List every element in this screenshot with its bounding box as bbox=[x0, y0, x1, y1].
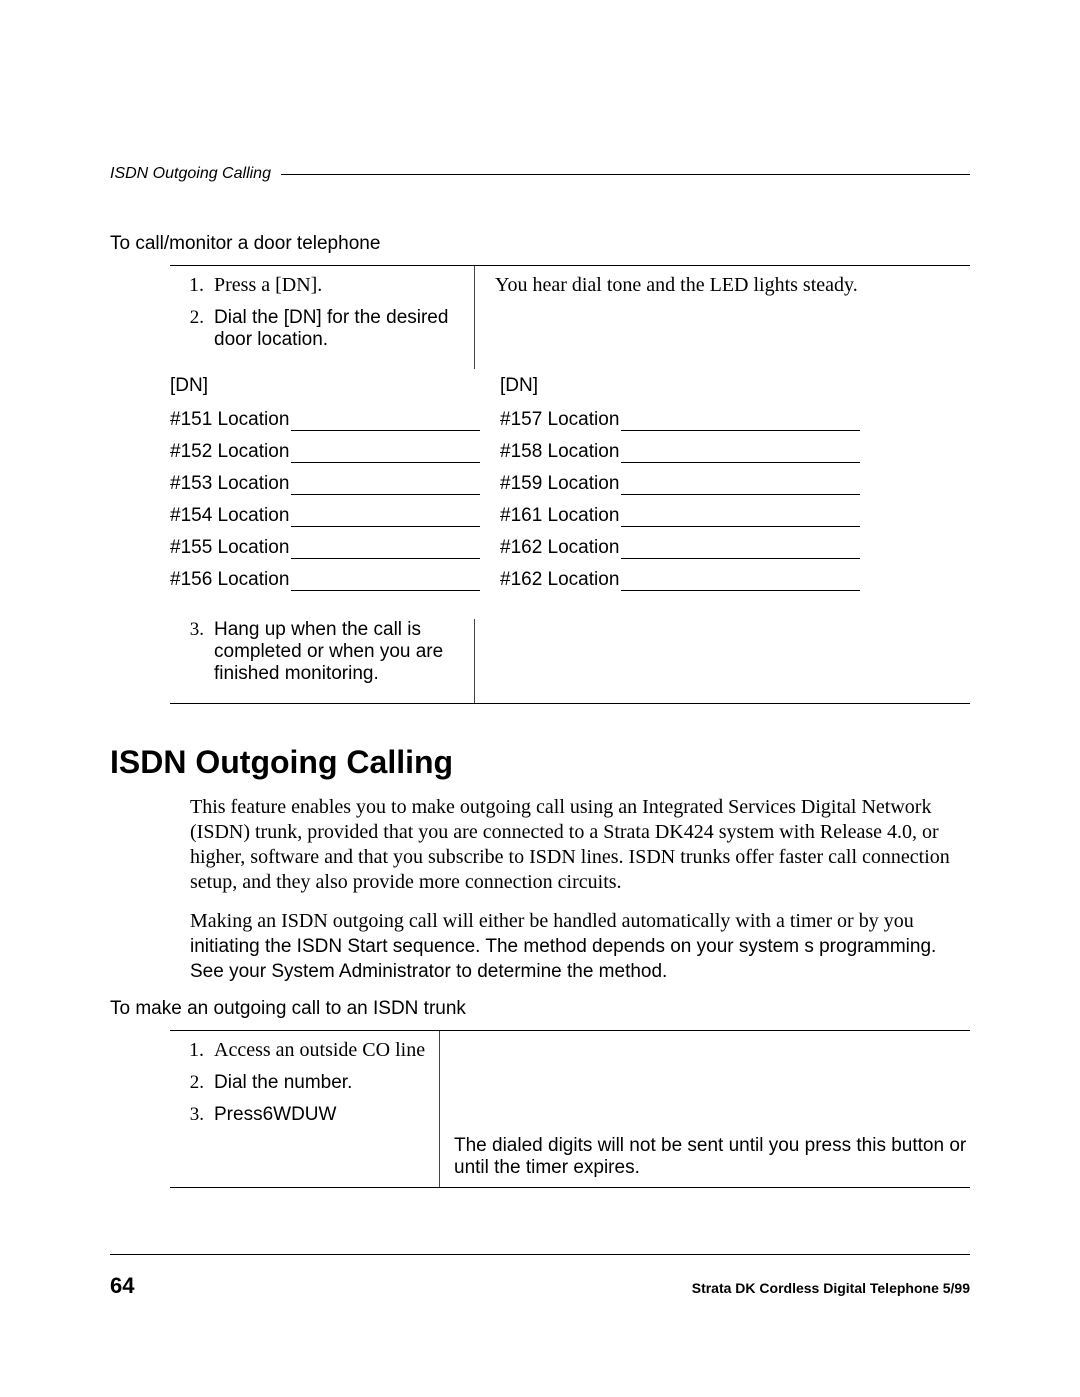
door-step-1-response: You hear dial tone and the LED lights st… bbox=[495, 274, 858, 296]
step-number: 1. bbox=[170, 1039, 214, 1062]
isdn-table-bottom-rule bbox=[170, 1187, 970, 1188]
door-steps-row: 1. Press a [DN]. 2. Dial the [DN] for th… bbox=[170, 266, 970, 369]
step-number: 2. bbox=[170, 307, 214, 351]
dn-label: #154 Location bbox=[170, 505, 289, 527]
isdn-right: The dialed digits will not be sent until… bbox=[440, 1031, 970, 1187]
dn-row: #155 Location bbox=[170, 537, 480, 559]
door-step-1: 1. Press a [DN]. bbox=[170, 274, 466, 297]
dn-blank bbox=[621, 478, 860, 495]
dn-label: #162 Location bbox=[500, 537, 619, 559]
isdn-step-2: 2. Dial the number. bbox=[170, 1072, 431, 1094]
dn-row: #152 Location bbox=[170, 441, 480, 463]
dn-head-left: [DN] bbox=[170, 375, 480, 397]
isdn-row-1: 1. Access an outside CO line 2. Dial the… bbox=[170, 1031, 970, 1187]
dn-blank bbox=[291, 574, 480, 591]
dn-row: #157 Location bbox=[500, 409, 860, 431]
step-number: 3. bbox=[170, 619, 214, 685]
dn-blank bbox=[621, 574, 860, 591]
dn-head-right: [DN] bbox=[500, 375, 860, 397]
step-text: Press a [DN]. bbox=[214, 274, 466, 297]
dn-label: #161 Location bbox=[500, 505, 619, 527]
dn-blank bbox=[621, 446, 860, 463]
dn-blank bbox=[621, 510, 860, 527]
step-number: 2. bbox=[170, 1072, 214, 1094]
dn-blank bbox=[291, 446, 480, 463]
isdn-step-1: 1. Access an outside CO line bbox=[170, 1039, 431, 1062]
footer: 64 Strata DK Cordless Digital Telephone … bbox=[110, 1254, 970, 1299]
door-step-2: 2. Dial the [DN] for the desired door lo… bbox=[170, 307, 466, 351]
door-steps-right: You hear dial tone and the LED lights st… bbox=[475, 266, 970, 369]
dn-label: #151 Location bbox=[170, 409, 289, 431]
dn-row: #162 Location bbox=[500, 537, 860, 559]
footer-right-text: Strata DK Cordless Digital Telephone 5/9… bbox=[692, 1280, 970, 1296]
running-header-text: ISDN Outgoing Calling bbox=[110, 165, 281, 183]
dn-row: #151 Location bbox=[170, 409, 480, 431]
footer-line: 64 Strata DK Cordless Digital Telephone … bbox=[110, 1273, 970, 1299]
dn-row: #159 Location bbox=[500, 473, 860, 495]
dn-col-right: [DN] #157 Location #158 Location #159 Lo… bbox=[500, 375, 860, 601]
step-number: 1. bbox=[170, 274, 214, 297]
door-step-3-block: 3. Hang up when the call is completed or… bbox=[170, 619, 475, 703]
dn-label: #152 Location bbox=[170, 441, 289, 463]
dn-blank bbox=[291, 542, 480, 559]
isdn-table: 1. Access an outside CO line 2. Dial the… bbox=[170, 1031, 970, 1187]
isdn-para-1: This feature enables you to make outgoin… bbox=[190, 795, 970, 895]
step-text: Access an outside CO line bbox=[214, 1039, 431, 1062]
dn-row: #153 Location bbox=[170, 473, 480, 495]
dn-label: #156 Location bbox=[170, 569, 289, 591]
step-text: Press6WDUW bbox=[214, 1104, 431, 1126]
dn-label: #153 Location bbox=[170, 473, 289, 495]
door-step-3: 3. Hang up when the call is completed or… bbox=[170, 619, 466, 685]
dn-label: #158 Location bbox=[500, 441, 619, 463]
door-steps-left: 1. Press a [DN]. 2. Dial the [DN] for th… bbox=[170, 266, 475, 369]
step-text: Dial the number. bbox=[214, 1072, 431, 1094]
door-subhead: To call/monitor a door telephone bbox=[110, 233, 970, 255]
step-text: Hang up when the call is completed or wh… bbox=[214, 619, 466, 685]
running-header: ISDN Outgoing Calling bbox=[110, 165, 970, 183]
isdn-step-3: 3. Press6WDUW bbox=[170, 1104, 431, 1126]
step-number: 3. bbox=[170, 1104, 214, 1126]
dn-row: #158 Location bbox=[500, 441, 860, 463]
dn-blank bbox=[291, 510, 480, 527]
dn-blank bbox=[291, 478, 480, 495]
dn-blank bbox=[291, 414, 480, 431]
dn-row: #154 Location bbox=[170, 505, 480, 527]
isdn-left: 1. Access an outside CO line 2. Dial the… bbox=[170, 1031, 440, 1187]
page: ISDN Outgoing Calling To call/monitor a … bbox=[0, 0, 1080, 1397]
dn-grid: [DN] #151 Location #152 Location #153 Lo… bbox=[170, 375, 970, 601]
dn-row: #161 Location bbox=[500, 505, 860, 527]
footer-rule bbox=[110, 1254, 970, 1255]
dn-row: #162 Location bbox=[500, 569, 860, 591]
dn-col-left: [DN] #151 Location #152 Location #153 Lo… bbox=[170, 375, 500, 601]
dn-row: #156 Location bbox=[170, 569, 480, 591]
isdn-title: ISDN Outgoing Calling bbox=[110, 744, 970, 781]
door-table-bottom-rule bbox=[170, 703, 970, 704]
dn-label: #162 Location bbox=[500, 569, 619, 591]
isdn-para-2: Making an ISDN outgoing call will either… bbox=[190, 909, 970, 984]
dn-label: #155 Location bbox=[170, 537, 289, 559]
isdn-subhead: To make an outgoing call to an ISDN trun… bbox=[110, 998, 970, 1020]
dn-label: #159 Location bbox=[500, 473, 619, 495]
isdn-para-2-serif: Making an ISDN outgoing call will either… bbox=[190, 910, 914, 932]
running-header-rule bbox=[281, 174, 970, 175]
dn-blank bbox=[621, 414, 860, 431]
spacer bbox=[454, 1039, 970, 1135]
dn-blank bbox=[621, 542, 860, 559]
step-text: Dial the [DN] for the desired door locat… bbox=[214, 307, 466, 351]
page-number: 64 bbox=[110, 1273, 134, 1299]
isdn-step-3-response: The dialed digits will not be sent until… bbox=[454, 1135, 970, 1179]
isdn-para-2-sans: initiating the ISDN Start sequence. The … bbox=[190, 936, 936, 982]
dn-label: #157 Location bbox=[500, 409, 619, 431]
